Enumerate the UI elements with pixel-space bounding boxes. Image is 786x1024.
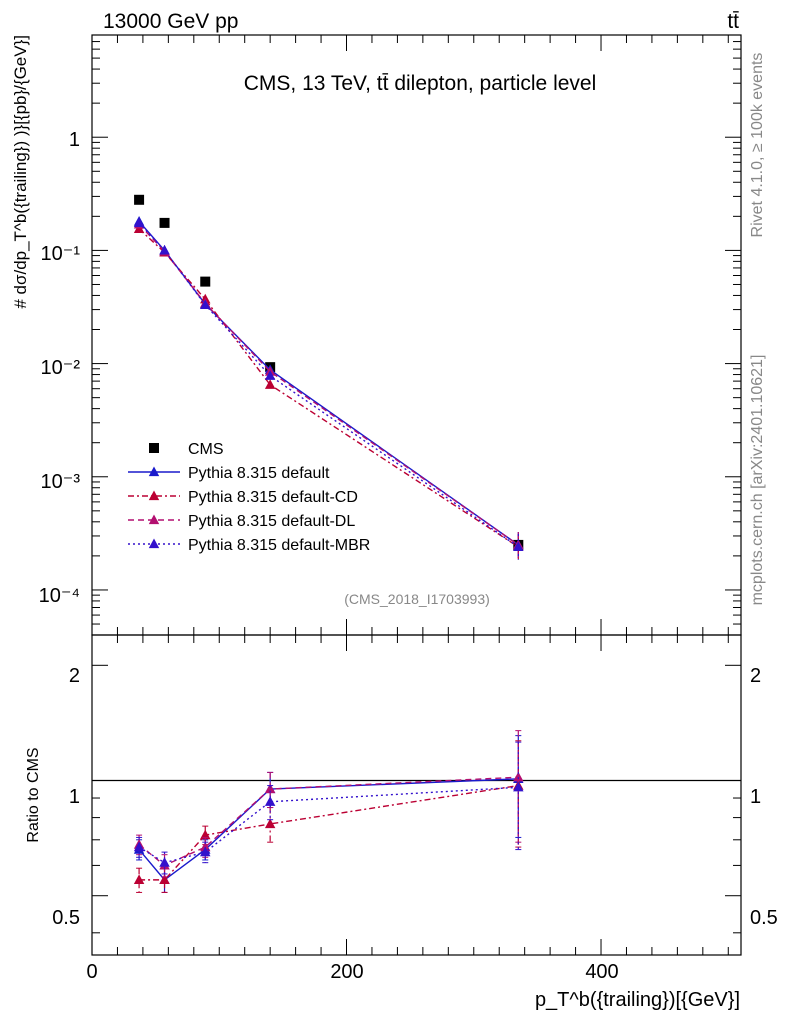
- ratio-ytick-label-1-right: 1: [750, 786, 761, 808]
- ytick-label-1e-3: 10⁻³: [41, 471, 81, 493]
- ratio-series-layer: [134, 731, 524, 893]
- ytick-label-1e-4: 10⁻⁴: [39, 585, 80, 607]
- analysis-id: (CMS_2018_I1703993): [344, 591, 490, 607]
- legend-label-1: Pythia 8.315 default: [188, 465, 330, 482]
- ytick-label-1e-1: 10⁻¹: [41, 243, 81, 265]
- ratio-marker-4: [159, 857, 169, 867]
- legend-label-3: Pythia 8.315 default-DL: [188, 513, 355, 530]
- rivet-version-label: Rivet 4.1.0, ≥ 100k events: [749, 53, 766, 238]
- series-marker-4: [134, 217, 144, 227]
- plot-title: CMS, 13 TeV, tt̄ dilepton, particle leve…: [244, 72, 597, 95]
- xtick-label-400: 400: [585, 961, 618, 983]
- ratio-ytick-label-0.5-right: 0.5: [750, 907, 778, 929]
- legend: CMS Pythia 8.315 default Pythia 8.315 defa…: [128, 441, 370, 554]
- process-label: tt̄: [727, 10, 739, 33]
- cms-data-point: [134, 195, 144, 205]
- ratio-marker-4: [265, 796, 275, 806]
- legend-marker-cms: [149, 443, 159, 453]
- ytick-label-1e-2: 10⁻²: [41, 357, 81, 379]
- chart-canvas: CMS Pythia 8.315 default Pythia 8.315 defa…: [0, 0, 786, 1024]
- legend-marker-4: [149, 539, 159, 549]
- ratio-ytick-label-2-right: 2: [750, 665, 761, 687]
- legend-label-2: Pythia 8.315 default-CD: [188, 489, 358, 506]
- ratio-ytick-label-1: 1: [69, 786, 80, 808]
- legend-label-4: Pythia 8.315 default-MBR: [188, 537, 370, 554]
- ratio-ytick-label-2: 2: [69, 665, 80, 687]
- cms-data-point: [200, 277, 210, 287]
- y-axis-label-main: # dσ/dp_T^b({trailing}) )}[{pb}/{GeV}]: [11, 35, 30, 309]
- cms-data-point: [160, 218, 170, 228]
- xtick-label-0: 0: [86, 961, 97, 983]
- ytick-label-1: 1: [69, 129, 80, 151]
- y-axis-label-ratio: Ratio to CMS: [25, 747, 42, 842]
- x-axis-label: p_T^b({trailing})[{GeV}]: [535, 989, 740, 1011]
- ratio-ytick-label-0.5: 0.5: [52, 907, 80, 929]
- beam-label: 13000 GeV pp: [103, 10, 238, 33]
- ratio-line-2: [139, 786, 518, 880]
- ratio-panel-frame: [92, 635, 741, 955]
- ratio-line-4: [139, 787, 518, 862]
- mcplots-label: mcplots.cern.ch [arXiv:2401.10621]: [749, 355, 766, 606]
- ratio-marker-4: [513, 782, 523, 792]
- xtick-label-200: 200: [330, 961, 363, 983]
- legend-label-0: CMS: [188, 441, 224, 458]
